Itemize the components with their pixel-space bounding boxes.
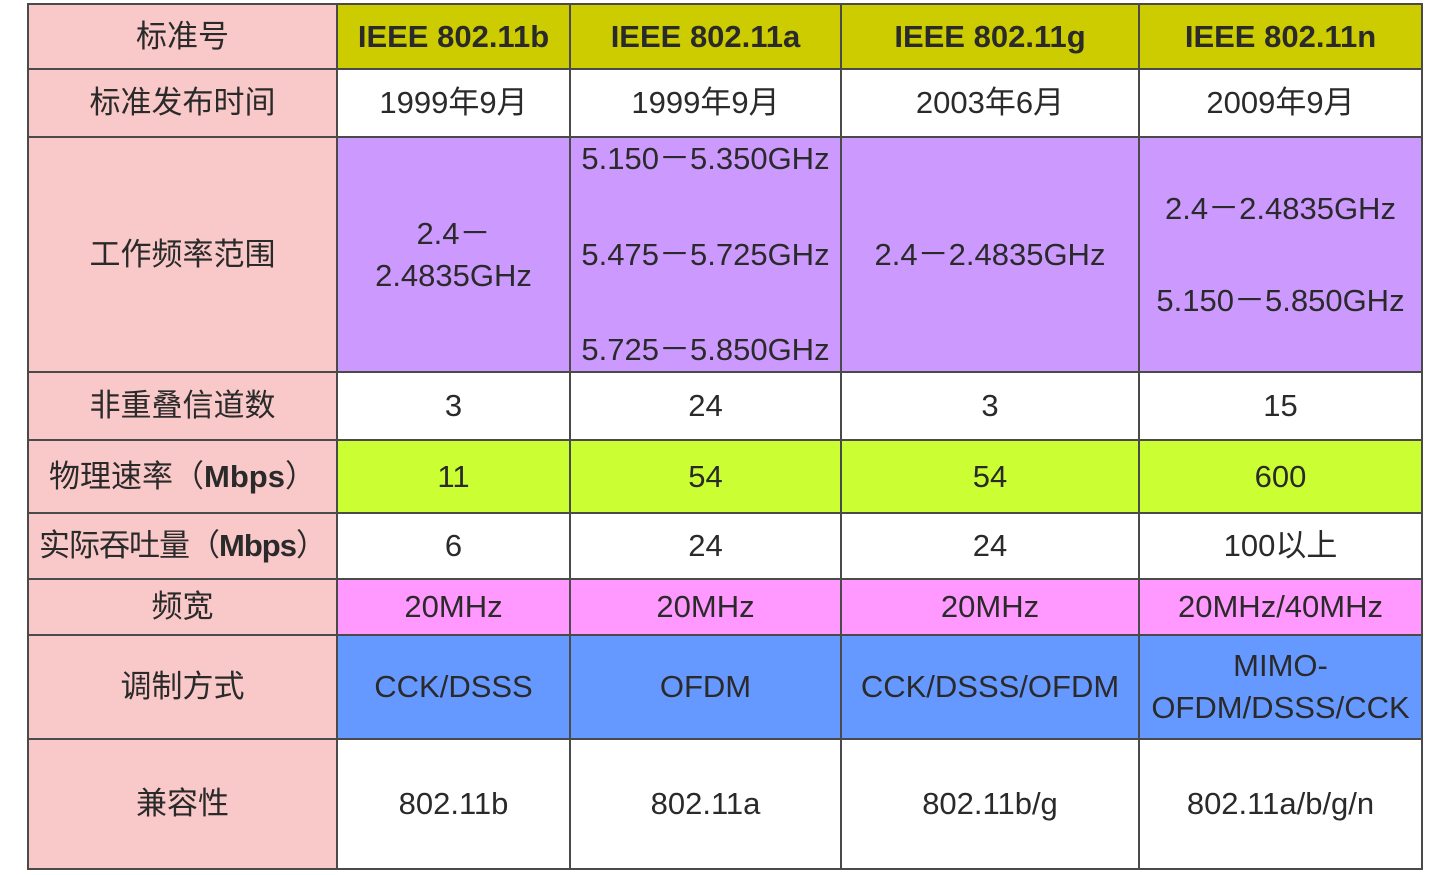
- bandwidth-cell: 20MHz/40MHz: [1138, 578, 1423, 636]
- column-header-80211n: IEEE 802.11n: [1138, 3, 1423, 70]
- modulation-cell: CCK/DSSS/OFDM: [840, 634, 1140, 740]
- label-text: 物理速率（: [49, 458, 205, 494]
- compatibility-cell: 802.11a/b/g/n: [1138, 738, 1423, 870]
- throughput-cell: 24: [569, 512, 842, 580]
- frequency-cell-80211g: 2.4－2.4835GHz: [840, 136, 1140, 373]
- wifi-standards-table: 标准号 IEEE 802.11b IEEE 802.11a IEEE 802.1…: [27, 3, 1423, 870]
- release-date-cell: 1999年9月: [569, 68, 842, 138]
- row-label-frequency-range: 工作频率范围: [27, 136, 338, 373]
- column-header-80211b: IEEE 802.11b: [336, 3, 571, 70]
- row-label-standard: 标准号: [27, 3, 338, 70]
- bandwidth-cell: 20MHz: [569, 578, 842, 636]
- frequency-line: 2.4－: [416, 215, 491, 251]
- channels-cell: 3: [840, 371, 1140, 441]
- phy-rate-cell: 11: [336, 439, 571, 514]
- phy-rate-cell: 54: [569, 439, 842, 514]
- column-header-80211a: IEEE 802.11a: [569, 3, 842, 70]
- label-text: ）: [295, 528, 327, 564]
- frequency-line: 5.150－5.850GHz: [1156, 282, 1405, 318]
- phy-rate-row: 物理速率（Mbps） 11 54 54 600: [27, 439, 1423, 514]
- modulation-line: MIMO-: [1233, 648, 1328, 684]
- frequency-line: 2.4835GHz: [375, 257, 532, 293]
- channels-cell: 24: [569, 371, 842, 441]
- frequency-row: 工作频率范围 2.4－ 2.4835GHz 5.150－5.350GHz 5.4…: [27, 136, 1423, 373]
- modulation-cell: OFDM: [569, 634, 842, 740]
- throughput-cell: 6: [336, 512, 571, 580]
- release-date-cell: 1999年9月: [336, 68, 571, 138]
- frequency-list: 5.150－5.350GHz 5.475－5.725GHz 5.725－5.85…: [572, 139, 839, 370]
- row-label-release-date: 标准发布时间: [27, 68, 338, 138]
- modulation-cell-80211n: MIMO- OFDM/DSSS/CCK: [1138, 634, 1423, 740]
- row-label-compatibility: 兼容性: [27, 738, 338, 870]
- frequency-line: 5.475－5.725GHz: [581, 236, 830, 272]
- compatibility-cell: 802.11a: [569, 738, 842, 870]
- label-text: ）: [284, 458, 316, 494]
- compatibility-row: 兼容性 802.11b 802.11a 802.11b/g 802.11a/b/…: [27, 738, 1423, 870]
- bandwidth-cell: 20MHz: [840, 578, 1140, 636]
- label-unit: Mbps: [219, 528, 297, 564]
- row-label-physical-rate: 物理速率（Mbps）: [27, 439, 338, 514]
- channels-cell: 3: [336, 371, 571, 441]
- compatibility-cell: 802.11b/g: [840, 738, 1140, 870]
- bandwidth-row: 频宽 20MHz 20MHz 20MHz 20MHz/40MHz: [27, 578, 1423, 636]
- row-label-modulation: 调制方式: [27, 634, 338, 740]
- frequency-line: 5.150－5.350GHz: [581, 141, 830, 176]
- frequency-cell-80211n: 2.4－2.4835GHz 5.150－5.850GHz: [1138, 136, 1423, 373]
- channels-row: 非重叠信道数 3 24 3 15: [27, 371, 1423, 441]
- throughput-row: 实际吞吐量（Mbps） 6 24 24 100以上: [27, 512, 1423, 580]
- label-text: 实际吞吐量（: [39, 528, 220, 564]
- channels-cell: 15: [1138, 371, 1423, 441]
- frequency-line: 2.4－2.4835GHz: [1165, 190, 1396, 226]
- phy-rate-cell: 600: [1138, 439, 1423, 514]
- label-unit: Mbps: [204, 458, 285, 494]
- throughput-cell: 100以上: [1138, 512, 1423, 580]
- row-label-actual-throughput: 实际吞吐量（Mbps）: [27, 512, 338, 580]
- modulation-row: 调制方式 CCK/DSSS OFDM CCK/DSSS/OFDM MIMO- O…: [27, 634, 1423, 740]
- modulation-cell: CCK/DSSS: [336, 634, 571, 740]
- phy-rate-cell: 54: [840, 439, 1140, 514]
- frequency-cell-80211a: 5.150－5.350GHz 5.475－5.725GHz 5.725－5.85…: [569, 136, 842, 373]
- frequency-cell-80211b: 2.4－ 2.4835GHz: [336, 136, 571, 373]
- release-date-cell: 2009年9月: [1138, 68, 1423, 138]
- row-label-non-overlapping-channels: 非重叠信道数: [27, 371, 338, 441]
- modulation-line: OFDM/DSSS/CCK: [1151, 690, 1410, 725]
- bandwidth-cell: 20MHz: [336, 578, 571, 636]
- column-header-80211g: IEEE 802.11g: [840, 3, 1140, 70]
- comparison-table-wrapper: 标准号 IEEE 802.11b IEEE 802.11a IEEE 802.1…: [27, 3, 1423, 870]
- header-row: 标准号 IEEE 802.11b IEEE 802.11a IEEE 802.1…: [27, 3, 1423, 70]
- frequency-line: 5.725－5.850GHz: [581, 332, 830, 368]
- release-date-cell: 2003年6月: [840, 68, 1140, 138]
- compatibility-cell: 802.11b: [336, 738, 571, 870]
- row-label-bandwidth: 频宽: [27, 578, 338, 636]
- release-row: 标准发布时间 1999年9月 1999年9月 2003年6月 2009年9月: [27, 68, 1423, 138]
- throughput-cell: 24: [840, 512, 1140, 580]
